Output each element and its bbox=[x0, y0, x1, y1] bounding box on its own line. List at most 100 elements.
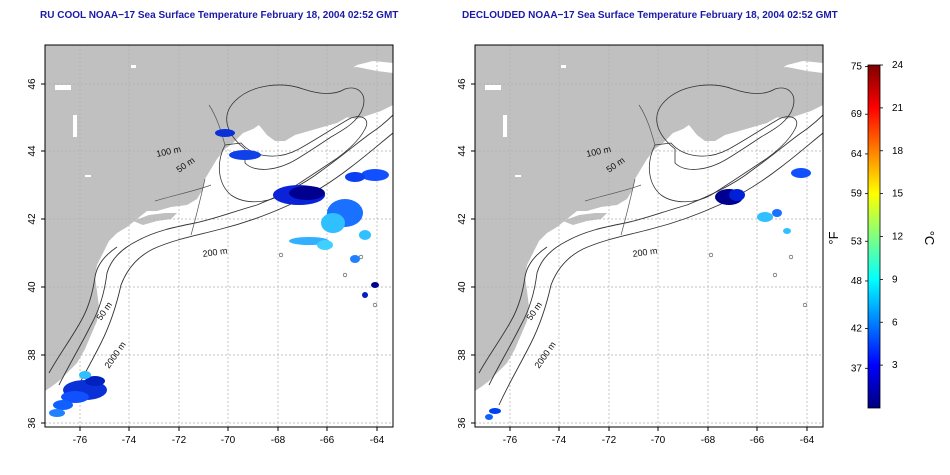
right-lon-tick-label: -76 bbox=[503, 435, 518, 446]
right-bathymetry-contour bbox=[498, 132, 823, 406]
left-lon-tick-label: -72 bbox=[172, 435, 187, 446]
right-lon-tick-label: -70 bbox=[651, 435, 666, 446]
right-sst-patch bbox=[783, 228, 791, 234]
right-bathymetry-loop bbox=[802, 302, 808, 308]
right-lon-tick-label: -74 bbox=[552, 435, 567, 446]
left-lon-tick-label: -74 bbox=[122, 435, 137, 446]
left-bathymetry-loop bbox=[342, 272, 348, 278]
colorbar: 24 21 18 15 12 9 6 3 75 69 64 59 53 48 42 37 °F °C bbox=[826, 60, 937, 409]
left-sst-patch bbox=[361, 169, 389, 181]
colorbar-f-tick-label: 75 bbox=[851, 62, 863, 73]
left-sst-patch bbox=[53, 400, 73, 410]
right-sst-patch bbox=[791, 168, 811, 178]
right-lake bbox=[485, 85, 501, 90]
left-sst-patch bbox=[49, 409, 65, 417]
left-sst-patch bbox=[317, 240, 333, 250]
left-bathymetry-contour bbox=[58, 114, 393, 386]
left-sst-patch bbox=[85, 376, 105, 386]
left-lat-tick-label: 42 bbox=[27, 213, 38, 225]
colorbar-c-tick-label: 24 bbox=[892, 60, 904, 71]
colorbar-fahrenheit-label: °F bbox=[826, 231, 841, 244]
left-lake bbox=[131, 65, 136, 68]
right-lat-tick-label: 44 bbox=[457, 145, 468, 157]
right-lon-tick-label: -68 bbox=[701, 435, 716, 446]
right-lon-tick-label: -64 bbox=[800, 435, 815, 446]
left-sst-patch bbox=[215, 129, 235, 137]
right-lat-tick-label: 36 bbox=[457, 417, 468, 429]
right-lat-tick-label: 40 bbox=[457, 281, 468, 293]
left-lat-tick-label: 40 bbox=[27, 281, 38, 293]
left-lake bbox=[73, 115, 77, 137]
right-bathymetry-contour bbox=[584, 104, 656, 236]
left-sst-patch bbox=[79, 371, 91, 379]
left-land-cape-breton bbox=[305, 67, 393, 119]
right-sst-patch bbox=[772, 209, 782, 217]
right-sst-patch bbox=[485, 414, 493, 420]
colorbar-f-tick-label: 53 bbox=[851, 236, 863, 247]
colorbar-f-tick-label: 48 bbox=[851, 276, 863, 287]
right-lon-tick-label: -72 bbox=[602, 435, 617, 446]
colorbar-c-tick-label: 3 bbox=[892, 360, 898, 371]
right-bathymetry-contour bbox=[478, 246, 548, 374]
left-lon-tick-label: -70 bbox=[221, 435, 236, 446]
colorbar-c-tick-label: 6 bbox=[892, 317, 898, 328]
left-bathymetry-loop bbox=[372, 302, 378, 308]
left-lake bbox=[55, 85, 71, 90]
right-bathymetry-loop bbox=[788, 254, 794, 260]
colorbar-gradient bbox=[867, 64, 881, 409]
right-land-mainland bbox=[475, 45, 823, 391]
colorbar-c-tick-label: 18 bbox=[892, 146, 904, 157]
colorbar-c-tick-label: 12 bbox=[892, 232, 904, 243]
right-lat-tick-label: 46 bbox=[457, 78, 468, 90]
right-lake bbox=[515, 175, 521, 177]
right-lake bbox=[503, 115, 507, 137]
left-lat-tick-label: 44 bbox=[27, 145, 38, 157]
left-land-mainland bbox=[45, 45, 393, 391]
left-bathymetry-contour bbox=[218, 116, 368, 203]
left-sst-patch bbox=[371, 282, 379, 288]
colorbar-f-tick-label: 42 bbox=[851, 324, 863, 335]
left-bathymetry-loop bbox=[278, 252, 284, 258]
colorbar-celsius-label: °C bbox=[922, 231, 937, 246]
left-bathymetry-contour bbox=[48, 246, 118, 374]
left-bathymetry-contour bbox=[226, 84, 365, 170]
left-bathymetry-contour bbox=[154, 104, 226, 236]
right-bathymetry-loop bbox=[772, 272, 778, 278]
left-lon-tick-label: -76 bbox=[73, 435, 88, 446]
left-lat-tick-label: 38 bbox=[27, 349, 38, 361]
left-sst-patch bbox=[321, 213, 345, 233]
right-sst-patch bbox=[729, 189, 745, 201]
left-map-frame bbox=[44, 44, 394, 428]
right-lat-tick-label: 38 bbox=[457, 349, 468, 361]
right-bathymetry-contour bbox=[656, 84, 795, 170]
right-lon-tick-label: -66 bbox=[750, 435, 765, 446]
right-lake bbox=[561, 65, 566, 68]
colorbar-f-tick-label: 64 bbox=[851, 149, 863, 160]
left-map-title: RU COOL NOAA−17 Sea Surface Temperature … bbox=[40, 10, 399, 21]
right-map-title: DECLOUDED NOAA−17 Sea Surface Temperatur… bbox=[462, 10, 838, 21]
right-map-frame bbox=[474, 44, 824, 428]
left-sst-patch bbox=[359, 230, 371, 240]
left-sst-patch bbox=[61, 391, 89, 403]
left-sst-patch bbox=[345, 172, 365, 182]
right-land-cape-breton bbox=[735, 67, 823, 119]
left-lon-tick-label: -64 bbox=[370, 435, 385, 446]
right-bathymetry-loop bbox=[708, 252, 714, 258]
colorbar-c-tick-label: 15 bbox=[892, 189, 904, 200]
left-contour-label: 200 m bbox=[202, 246, 228, 259]
left-sst-patch bbox=[289, 186, 325, 200]
colorbar-f-tick-label: 59 bbox=[851, 189, 863, 200]
colorbar-f-tick-label: 37 bbox=[851, 363, 863, 374]
colorbar-c-tick-label: 9 bbox=[892, 274, 898, 285]
right-bathymetry-contour bbox=[488, 114, 823, 386]
colorbar-f-tick-label: 69 bbox=[851, 109, 863, 120]
left-sst-patch bbox=[229, 150, 261, 160]
left-lon-tick-label: -66 bbox=[320, 435, 335, 446]
left-lat-tick-label: 46 bbox=[27, 78, 38, 90]
left-bathymetry-contour bbox=[68, 132, 393, 406]
left-lake bbox=[85, 175, 91, 177]
